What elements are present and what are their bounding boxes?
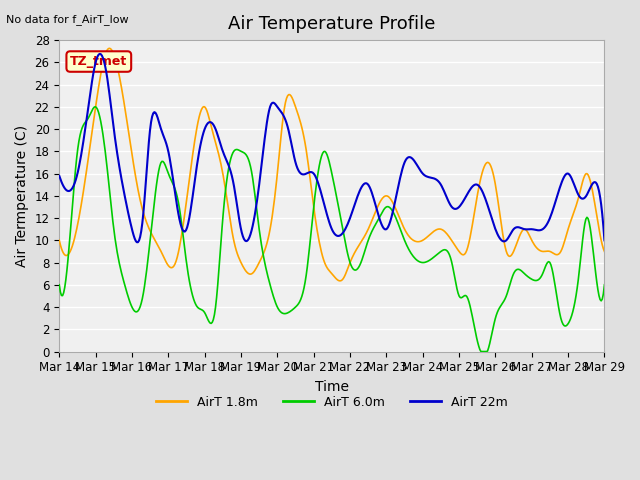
Y-axis label: Air Termperature (C): Air Termperature (C): [15, 125, 29, 267]
Text: No data for f_AirT_low: No data for f_AirT_low: [6, 14, 129, 25]
Legend: AirT 1.8m, AirT 6.0m, AirT 22m: AirT 1.8m, AirT 6.0m, AirT 22m: [151, 391, 513, 414]
X-axis label: Time: Time: [315, 380, 349, 394]
Text: TZ_tmet: TZ_tmet: [70, 55, 127, 68]
Title: Air Temperature Profile: Air Temperature Profile: [228, 15, 436, 33]
